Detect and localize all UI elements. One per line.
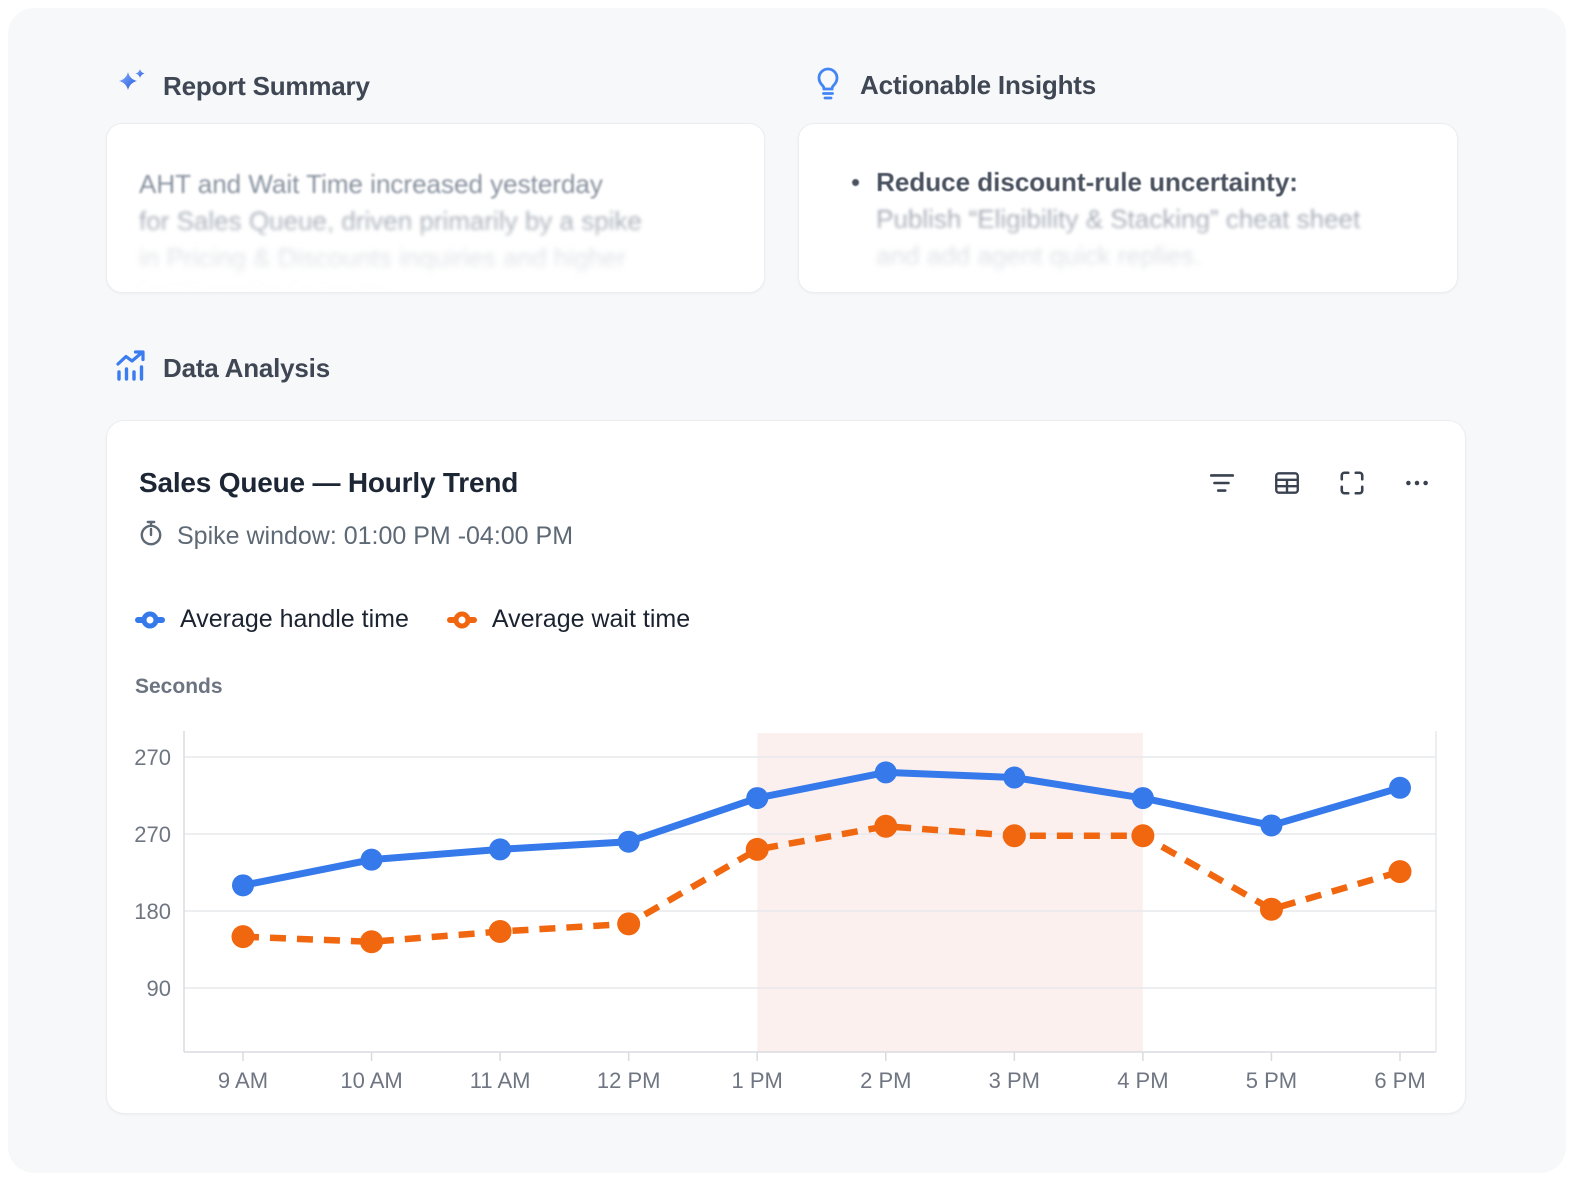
bullet-dot: • [851, 167, 861, 197]
x-tick-label: 3 PM [989, 1068, 1040, 1093]
report-summary-header: Report Summary [113, 66, 370, 107]
table-view-button[interactable] [1273, 469, 1301, 497]
data-point[interactable] [1003, 766, 1026, 789]
insight-line: Publish “Eligibility & Stacking” cheat s… [876, 204, 1361, 234]
summary-line: in Pricing & Discounts inquiries and hig… [139, 243, 627, 273]
legend-label: Average handle time [180, 605, 409, 633]
summary-line: AHT and Wait Time increased yesterday [139, 169, 603, 199]
insight-body: Publish “Eligibility & Stacking” cheat s… [876, 201, 1360, 275]
y-tick-label: 270 [134, 745, 171, 770]
spike-window-text: Spike window: 01:00 PM -04:00 PM [177, 522, 574, 550]
data-point[interactable] [489, 838, 512, 861]
report-summary-card: AHT and Wait Time increased yesterday for… [106, 123, 765, 293]
more-icon [1406, 480, 1428, 486]
sparkle-icon [113, 66, 149, 107]
data-point[interactable] [1260, 814, 1283, 837]
insight-title: Contain peak transfers: Route [876, 287, 1247, 292]
data-point[interactable] [360, 848, 383, 871]
section-title: Actionable Insights [860, 70, 1097, 100]
fullscreen-button[interactable] [1338, 469, 1366, 497]
insight-item: • Reduce discount-rule uncertainty: Publ… [851, 164, 1427, 275]
bar-chart-icon [113, 348, 149, 389]
line-marker-icon [446, 616, 477, 623]
data-point[interactable] [1131, 824, 1155, 848]
chart-toolbar [1208, 469, 1431, 497]
stopwatch-icon [137, 519, 165, 554]
fullscreen-icon [1340, 471, 1364, 495]
summary-line: for Sales Queue, driven primarily by a s… [139, 206, 642, 236]
trend-chart-svg: 270 270 180 90 9 AM 10 AM 11 AM 12 PM 1 PM 2 PM 3 … [134, 731, 1437, 1093]
y-tick-label: 270 [134, 822, 171, 847]
dashboard-page: Report Summary AHT and Wait Time increas… [8, 8, 1566, 1173]
data-point[interactable] [231, 925, 255, 949]
legend-label: Average wait time [491, 605, 691, 633]
chart-legend: Average handle time Average wait time [135, 605, 690, 634]
x-tick-label: 11 AM [470, 1068, 531, 1093]
line-marker-icon [135, 616, 165, 623]
data-point[interactable] [617, 830, 640, 853]
more-options-button[interactable] [1403, 469, 1431, 497]
actionable-insights-card: • Reduce discount-rule uncertainty: Publ… [798, 123, 1458, 293]
data-point[interactable] [1388, 860, 1412, 884]
x-tick-label: 9 AM [218, 1068, 268, 1093]
y-tick-label: 90 [147, 976, 171, 1001]
x-tick-label: 4 PM [1117, 1068, 1168, 1093]
filter-button[interactable] [1208, 469, 1236, 497]
x-tick-label: 12 PM [597, 1068, 661, 1093]
lightbulb-icon [810, 64, 846, 107]
bullet-dot: • [851, 287, 860, 292]
section-title: Data Analysis [163, 353, 330, 383]
data-point[interactable] [1389, 776, 1411, 799]
data-point[interactable] [360, 930, 384, 954]
filter-icon [1209, 474, 1235, 492]
data-point[interactable] [874, 814, 898, 838]
data-point[interactable] [617, 912, 641, 936]
report-summary-text: AHT and Wait Time increased yesterday for… [107, 124, 764, 292]
data-point[interactable] [1131, 787, 1154, 810]
data-point[interactable] [1259, 897, 1283, 921]
data-point[interactable] [1002, 824, 1026, 848]
x-tick-label: 5 PM [1246, 1068, 1297, 1093]
y-tick-label: 180 [134, 899, 171, 924]
x-tick-label: 10 AM [340, 1068, 402, 1093]
data-point[interactable] [232, 874, 254, 897]
spike-window-region [757, 733, 1143, 1052]
legend-item-handle-time[interactable]: Average handle time [135, 605, 409, 634]
section-title: Report Summary [163, 71, 370, 101]
table-icon [1275, 472, 1299, 494]
x-tick-label: 2 PM [860, 1068, 911, 1093]
x-tick-label: 1 PM [732, 1068, 783, 1093]
legend-item-wait-time[interactable]: Average wait time [446, 605, 691, 634]
data-analysis-header: Data Analysis [113, 348, 330, 389]
actionable-insights-header: Actionable Insights [810, 64, 1096, 107]
data-point[interactable] [745, 837, 769, 861]
summary-line: hold/transfer behavior. [139, 277, 730, 292]
insight-item: • Contain peak transfers: Route [851, 287, 1427, 292]
insight-title: Reduce discount-rule uncertainty: [876, 167, 1298, 197]
x-tick-label: 6 PM [1374, 1068, 1425, 1093]
chart-card: Sales Queue — Hourly Trend Spike window:… [106, 420, 1466, 1114]
insight-line: and add agent quick replies. [876, 241, 1202, 271]
series-line [242, 823, 1401, 946]
data-point[interactable] [488, 920, 512, 944]
y-axis-unit-label: Seconds [135, 675, 223, 698]
spike-window-subtitle: Spike window: 01:00 PM -04:00 PM [137, 519, 573, 554]
data-point[interactable] [874, 761, 897, 784]
chart-title: Sales Queue — Hourly Trend [139, 467, 519, 498]
series-line [239, 768, 1404, 889]
data-point[interactable] [746, 787, 769, 810]
